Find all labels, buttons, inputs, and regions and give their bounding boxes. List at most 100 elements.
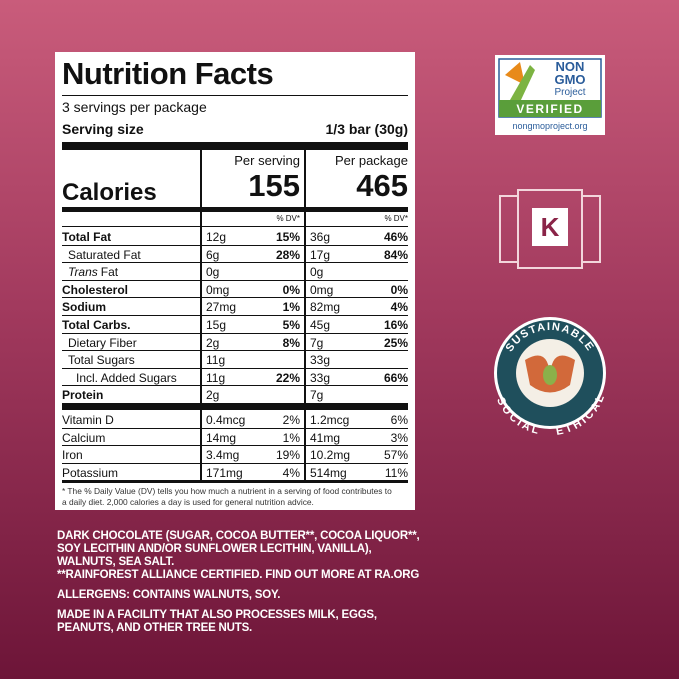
amount: 7g [310, 335, 324, 350]
rule [62, 226, 408, 227]
kosher-box [532, 208, 568, 246]
amount: 1.2mcg [310, 413, 350, 427]
verified-band [499, 100, 601, 117]
vitamin-name: Potassium [62, 465, 119, 480]
rule [62, 427, 408, 429]
daily-value: 8% [282, 335, 300, 350]
serving-size-label: Serving size [62, 121, 144, 137]
daily-value: 16% [383, 318, 408, 332]
daily-value: 46% [383, 230, 408, 244]
rule [62, 315, 408, 316]
nutrient-name: Cholesterol [62, 282, 129, 297]
thick-rule [62, 403, 408, 410]
rule [62, 279, 408, 281]
nutrient-name: Saturated Fat [68, 247, 141, 262]
amount: 171mg [206, 465, 243, 480]
vitamin-name: Calcium [62, 430, 106, 445]
nutrient-name: Total Sugars [68, 353, 135, 368]
badge-text: GMO [554, 72, 585, 87]
amount: 11g [206, 370, 226, 385]
ingredient-line: MADE IN A FACILITY THAT ALSO PROCESSES M… [57, 609, 377, 621]
dv-header: % DV* [276, 214, 300, 223]
servings: 3 servings per package [62, 99, 207, 115]
daily-value: 22% [275, 370, 300, 385]
ingredient-paragraph: ALLERGENS: CONTAINS WALNUTS, SOY. [57, 589, 420, 602]
thick-rule [62, 142, 408, 150]
hands [525, 355, 575, 393]
ingredient-line: SOY LECITHIN AND/OR SUNFLOWER LECITHIN, … [57, 543, 372, 555]
daily-value: 4% [282, 465, 300, 480]
column-rule [200, 150, 202, 483]
amount: 36g [310, 230, 331, 244]
ingredients: DARK CHOCOLATE (SUGAR, COCOA BUTTER**, C… [57, 530, 420, 642]
amount: 10.2mg [310, 448, 351, 463]
daily-value: 1% [282, 430, 300, 445]
ingredient-line: WALNUTS, SEA SALT. [57, 556, 175, 568]
badge-text: VERIFIED [516, 102, 583, 116]
daily-value: 5% [282, 318, 300, 332]
amount: 3.4mg [206, 448, 240, 463]
badge-text: NON [556, 59, 585, 74]
rule [62, 244, 408, 246]
daily-value: 66% [383, 370, 408, 385]
nutrient-name: Protein [62, 388, 104, 403]
amount: 33g [310, 370, 331, 385]
nutrient-name: Total Fat [62, 230, 112, 244]
nutrient-name: Sodium [62, 300, 106, 315]
daily-value: 1% [282, 300, 300, 315]
daily-value: 0% [390, 282, 408, 297]
amount: 6g [206, 247, 220, 262]
column-rule [304, 150, 306, 483]
amount: 12g [206, 230, 227, 244]
daily-value: 6% [390, 413, 408, 427]
ingredient-line: PEANUTS, AND OTHER TREE NUTS. [57, 622, 253, 634]
daily-value: 4% [390, 300, 408, 315]
footnote: * The % Daily Value (DV) tells you how m… [62, 486, 392, 497]
seed [543, 365, 557, 385]
footnote: a daily diet. 2,000 calories a day is us… [62, 497, 314, 508]
amount: 0mg [206, 282, 230, 297]
kosher-text: K [541, 212, 560, 242]
serving-size: 1/3 bar (30g) [325, 121, 408, 137]
amount: 41mg [310, 430, 341, 445]
amount: 0mg [310, 282, 334, 297]
amount: 14mg [206, 430, 237, 445]
rule [62, 95, 408, 96]
ingredient-paragraph: DARK CHOCOLATE (SUGAR, COCOA BUTTER**, C… [57, 530, 420, 582]
vitamin-name: Vitamin D [62, 413, 114, 427]
rule [62, 367, 408, 369]
amount: 0.4mcg [206, 413, 246, 427]
daily-value: 25% [383, 335, 408, 350]
daily-value: 3% [390, 430, 408, 445]
amount: 0g [206, 265, 220, 280]
amount: 33g [310, 353, 331, 368]
amount: 17g [310, 247, 331, 262]
daily-value: 11% [384, 465, 408, 480]
medium-rule [62, 480, 408, 484]
column-header: Per serving [234, 153, 300, 168]
amount: 82mg [310, 300, 341, 315]
nutrient-name: Trans [68, 265, 98, 280]
rule [62, 385, 408, 387]
ingredient-paragraph: MADE IN A FACILITY THAT ALSO PROCESSES M… [57, 609, 420, 635]
nutrition-label: Nutrition Facts 3 servings per package Ser… [55, 52, 415, 510]
amount: 7g [310, 388, 324, 403]
amount: 514mg [310, 465, 347, 480]
nutrient-name: Fat [100, 265, 119, 280]
daily-value: 15% [275, 230, 300, 244]
amount: 2g [206, 388, 220, 403]
column-header: Per package [335, 153, 408, 168]
ingredient-line: DARK CHOCOLATE (SUGAR, COCOA BUTTER**, C… [57, 530, 420, 542]
daily-value: 19% [275, 448, 300, 463]
butterfly [505, 62, 525, 85]
rule [62, 297, 408, 299]
daily-value: 28% [275, 247, 300, 262]
leaf [510, 65, 535, 102]
amount: 2g [206, 335, 220, 350]
rule [62, 332, 408, 334]
nutrient-name: Dietary Fiber [68, 335, 137, 350]
title: Nutrition Facts [62, 56, 274, 91]
daily-value: 0% [282, 282, 300, 297]
